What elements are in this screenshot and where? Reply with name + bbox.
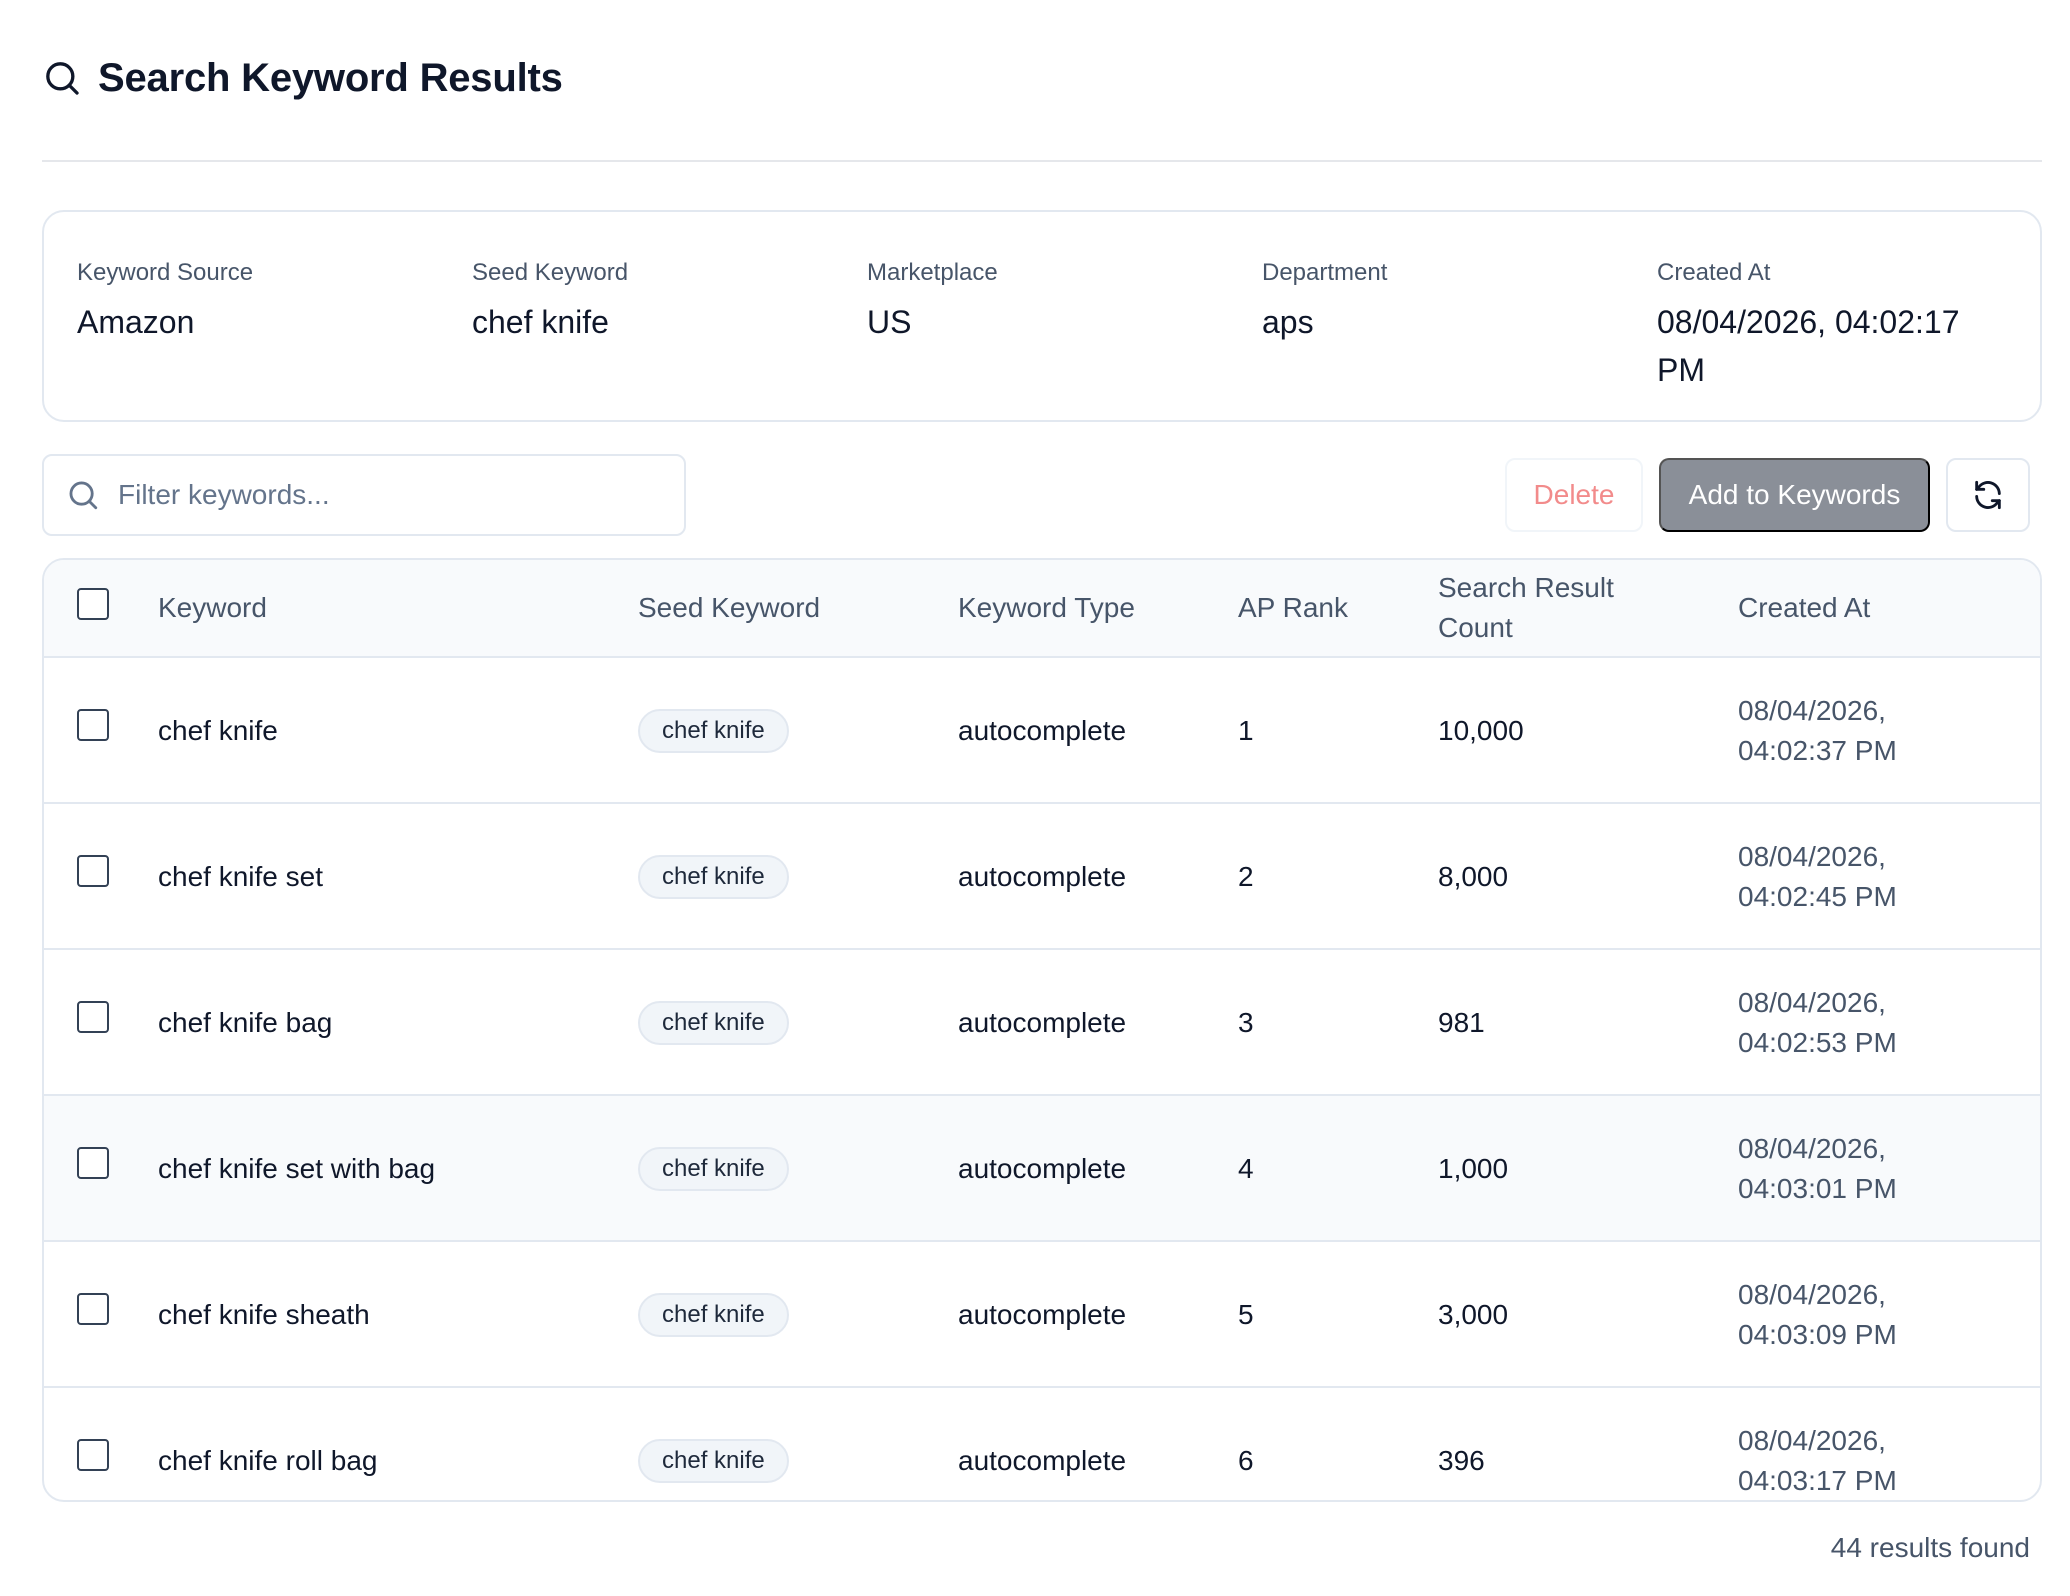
search-result-count-cell: 981 — [1438, 1007, 1485, 1038]
table-row[interactable]: chef knife roll bag chef knife autocompl… — [44, 1388, 2040, 1500]
info-keyword-source: Keyword Source Amazon — [77, 258, 437, 346]
seed-keyword-chip: chef knife — [638, 1147, 789, 1191]
keyword-type-cell: autocomplete — [958, 1299, 1127, 1330]
keyword-type-cell: autocomplete — [958, 715, 1127, 746]
ap-rank-cell: 4 — [1238, 1153, 1254, 1184]
created-at-cell: 08/04/2026, 04:02:37 PM — [1738, 695, 1897, 766]
row-checkbox[interactable] — [77, 1147, 109, 1179]
search-result-count-cell: 8,000 — [1438, 861, 1509, 892]
column-header-created-at[interactable]: Created At — [1738, 592, 1871, 623]
info-value: US — [867, 304, 912, 340]
delete-button[interactable]: Delete — [1505, 458, 1643, 532]
seed-keyword-chip: chef knife — [638, 1293, 789, 1337]
header-divider — [42, 160, 2042, 162]
column-header-seed-keyword[interactable]: Seed Keyword — [638, 592, 821, 623]
row-checkbox[interactable] — [77, 1001, 109, 1033]
keyword-cell: chef knife set with bag — [158, 1153, 436, 1184]
search-result-count-cell: 10,000 — [1438, 715, 1524, 746]
ap-rank-cell: 2 — [1238, 861, 1254, 892]
keyword-cell: chef knife bag — [158, 1007, 333, 1038]
info-value: 08/04/2026, 04:02:17 PM — [1657, 304, 1960, 388]
row-checkbox[interactable] — [77, 1439, 109, 1471]
search-result-count-cell: 1,000 — [1438, 1153, 1509, 1184]
keyword-cell: chef knife — [158, 715, 278, 746]
search-result-count-cell: 396 — [1438, 1445, 1485, 1476]
created-at-cell: 08/04/2026, 04:03:01 PM — [1738, 1133, 1897, 1204]
page-title: Search Keyword Results — [98, 55, 563, 100]
search-icon — [69, 481, 98, 510]
keyword-type-cell: autocomplete — [958, 1445, 1127, 1476]
column-header-ap-rank[interactable]: AP Rank — [1238, 592, 1348, 623]
table-row[interactable]: chef knife bag chef knife autocomplete 3… — [44, 950, 2040, 1096]
info-label: Marketplace — [867, 259, 998, 286]
table-row[interactable]: chef knife set chef knife autocomplete 2… — [44, 804, 2040, 950]
filter-box[interactable] — [42, 454, 686, 536]
info-created-at: Created At 08/04/2026, 04:02:17 PM — [1657, 258, 2007, 394]
keywords-table: Keyword Seed Keyword Keyword Type AP Ran… — [42, 558, 2042, 1502]
info-department: Department aps — [1262, 258, 1622, 346]
created-at-cell: 08/04/2026, 04:03:17 PM — [1738, 1425, 1897, 1496]
column-header-keyword[interactable]: Keyword — [158, 592, 267, 623]
keyword-type-cell: autocomplete — [958, 1007, 1127, 1038]
results-count: 44 results found — [1830, 1532, 2030, 1563]
select-all-checkbox[interactable] — [77, 588, 109, 620]
search-result-count-cell: 3,000 — [1438, 1299, 1509, 1330]
info-value: aps — [1262, 304, 1314, 340]
created-at-cell: 08/04/2026, 04:02:45 PM — [1738, 841, 1897, 912]
info-value: chef knife — [472, 304, 609, 340]
seed-keyword-chip: chef knife — [638, 1439, 789, 1483]
refresh-button[interactable] — [1946, 458, 2030, 532]
row-checkbox[interactable] — [77, 855, 109, 887]
keyword-cell: chef knife set — [158, 861, 323, 892]
info-seed-keyword: Seed Keyword chef knife — [472, 258, 832, 346]
filter-keywords-input[interactable] — [118, 479, 678, 511]
table-row[interactable]: chef knife sheath chef knife autocomplet… — [44, 1242, 2040, 1388]
row-checkbox[interactable] — [77, 1293, 109, 1325]
info-value: Amazon — [77, 304, 195, 340]
created-at-cell: 08/04/2026, 04:02:53 PM — [1738, 987, 1897, 1058]
column-header-search-result-count[interactable]: Search Result Count — [1438, 572, 1614, 643]
ap-rank-cell: 6 — [1238, 1445, 1254, 1476]
info-label: Created At — [1657, 259, 1771, 286]
page-header: Search Keyword Results — [42, 50, 563, 106]
search-icon — [46, 62, 79, 95]
created-at-cell: 08/04/2026, 04:03:09 PM — [1738, 1279, 1897, 1350]
add-to-keywords-button[interactable]: Add to Keywords — [1659, 458, 1930, 532]
keyword-cell: chef knife sheath — [158, 1299, 370, 1330]
ap-rank-cell: 1 — [1238, 715, 1254, 746]
keyword-type-cell: autocomplete — [958, 861, 1127, 892]
seed-keyword-chip: chef knife — [638, 1001, 789, 1045]
ap-rank-cell: 3 — [1238, 1007, 1254, 1038]
keyword-cell: chef knife roll bag — [158, 1445, 378, 1476]
table-row[interactable]: chef knife set with bag chef knife autoc… — [44, 1096, 2040, 1242]
table-header: Keyword Seed Keyword Keyword Type AP Ran… — [44, 560, 2040, 658]
row-checkbox[interactable] — [77, 709, 109, 741]
seed-keyword-chip: chef knife — [638, 709, 789, 753]
info-label: Department — [1262, 259, 1388, 286]
info-marketplace: Marketplace US — [867, 258, 1227, 346]
info-label: Seed Keyword — [472, 259, 629, 286]
table-row[interactable]: chef knife chef knife autocomplete 1 10,… — [44, 658, 2040, 804]
info-card: Keyword Source Amazon Seed Keyword chef … — [42, 210, 2042, 422]
keyword-type-cell: autocomplete — [958, 1153, 1127, 1184]
column-header-keyword-type[interactable]: Keyword Type — [958, 592, 1135, 623]
info-label: Keyword Source — [77, 259, 254, 286]
refresh-icon — [1975, 480, 2001, 510]
seed-keyword-chip: chef knife — [638, 855, 789, 899]
ap-rank-cell: 5 — [1238, 1299, 1254, 1330]
